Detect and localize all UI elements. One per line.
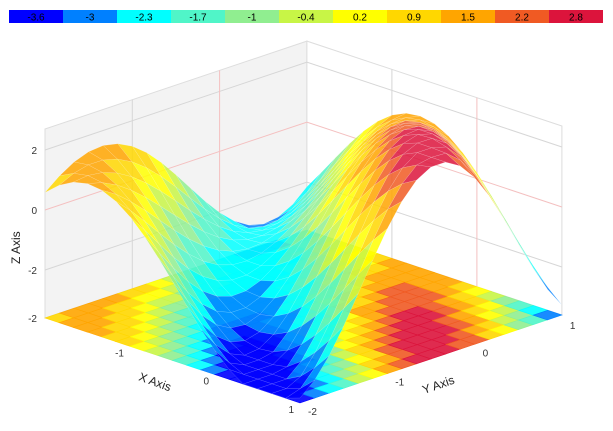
x-tick-label: 1 — [288, 405, 294, 416]
legend-label: 1.5 — [461, 13, 475, 24]
surface-cell — [503, 219, 534, 268]
surface-cell — [314, 325, 344, 368]
legend-label: 0.2 — [353, 13, 367, 24]
y-axis-label: Y Axis — [420, 373, 456, 397]
y-tick-label: -2 — [308, 407, 317, 418]
surface-cell — [300, 355, 330, 389]
legend-label: -0.4 — [297, 13, 315, 24]
legend-label: -1 — [248, 13, 257, 24]
surface-cell — [358, 228, 388, 275]
legend-label: -1.7 — [189, 13, 207, 24]
legend-swatch — [9, 10, 63, 23]
x-tick-label: -2 — [28, 314, 37, 325]
surface-cell — [372, 200, 403, 241]
legend-swatch — [549, 10, 603, 23]
legend-swatch — [279, 10, 333, 23]
legend-swatch — [441, 10, 495, 23]
y-tick-label: 0 — [483, 348, 489, 359]
x-axis-label: X Axis — [137, 370, 173, 395]
legend-label: 2.8 — [569, 13, 583, 24]
legend-swatch — [117, 10, 171, 23]
legend-swatch — [495, 10, 549, 23]
surface-mesh — [44, 112, 563, 399]
legend-label: -3.6 — [27, 13, 45, 24]
z-axis-label: Z Axis — [9, 231, 23, 264]
legend-label: -3 — [86, 13, 95, 24]
z-tick-label: 0 — [31, 206, 37, 217]
surface-cell — [284, 380, 315, 399]
surface-cell — [415, 157, 447, 168]
z-tick-label: 2 — [31, 146, 37, 157]
y-tick-label: -1 — [395, 378, 404, 389]
floor-cell — [532, 309, 563, 321]
legend-label: 2.2 — [515, 13, 529, 24]
legend-swatch — [63, 10, 117, 23]
legend-swatch — [333, 10, 387, 23]
y-tick-label: 1 — [570, 321, 576, 332]
color-legend: -3.6 -3 -2.3 -1.7 -1 -0.4 0.2 0.9 1.5 2.2 2.8 — [9, 10, 603, 24]
legend-swatch — [171, 10, 225, 23]
legend-swatch — [225, 10, 279, 23]
legend-label: 0.9 — [407, 13, 421, 24]
x-tick-label: 0 — [203, 377, 209, 388]
legend-swatch — [387, 10, 441, 23]
z-tick-label: -2 — [28, 266, 37, 277]
surface-cell — [329, 293, 359, 341]
x-tick-label: -1 — [115, 348, 124, 359]
surface-cell — [518, 244, 548, 290]
legend-label: -2.3 — [135, 13, 153, 24]
axis-ticks: -2 0 2 -2 -1 0 1 -2 -1 0 1 — [28, 146, 576, 418]
